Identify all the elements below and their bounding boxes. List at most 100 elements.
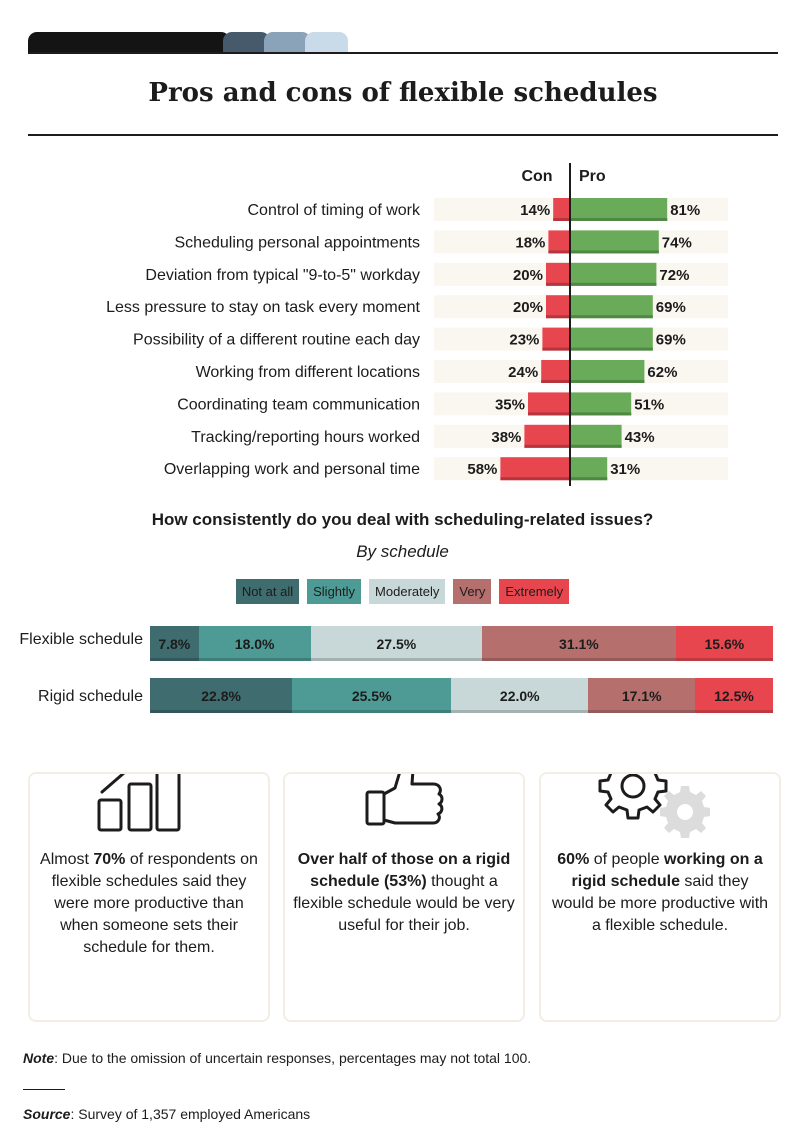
header-bar-segment	[28, 32, 230, 53]
pros-cons-chart: Con Pro Control of timing of work 14% 81% Sch…	[106, 163, 728, 486]
legend-item: Not at all	[235, 579, 300, 604]
category-label: Deviation from typical "9-to-5" workday	[145, 267, 420, 284]
con-bar	[546, 295, 570, 319]
pro-bar-shadow	[570, 315, 653, 319]
page-title: Pros and cons of flexible schedules	[148, 78, 658, 108]
stacked-segment: 18.0%	[198, 626, 311, 661]
legend-item: Very	[453, 579, 492, 604]
con-bar-shadow	[548, 250, 570, 254]
con-value-label: 14%	[520, 202, 550, 219]
category-label: Scheduling personal appointments	[175, 234, 421, 251]
category-label: Tracking/reporting hours worked	[191, 429, 420, 446]
stacked-segment: 12.5%	[695, 678, 773, 713]
pro-bar-shadow	[570, 444, 622, 448]
category-label: Coordinating team communication	[177, 396, 420, 413]
source-text: : Survey of 1,357 employed Americans	[70, 1106, 311, 1122]
header-bar-segment	[223, 32, 270, 53]
pro-value-label: 51%	[634, 396, 664, 413]
card-text: 60% of people working on a rigid schedul…	[551, 851, 769, 934]
con-bar-shadow	[546, 315, 570, 319]
category-label: Working from different locations	[196, 364, 420, 381]
con-bar	[548, 230, 570, 254]
pro-bar	[570, 327, 653, 351]
con-bar	[500, 457, 570, 481]
con-bar-shadow	[546, 282, 570, 286]
source-label: Source	[23, 1106, 71, 1122]
title-rule	[28, 134, 778, 136]
con-bar	[524, 424, 570, 448]
con-value-label: 18%	[515, 234, 545, 251]
stacked-segment: 7.8%	[150, 626, 199, 661]
con-bar	[546, 262, 570, 286]
pro-bar	[570, 424, 622, 448]
stacked-bar-rigid: 22.8% 25.5% 22.0% 17.1% 12.5%	[150, 678, 773, 713]
pro-value-label: 69%	[656, 332, 686, 349]
pro-bar	[570, 457, 608, 481]
pro-bar	[570, 198, 668, 221]
stat-card-productivity: Almost 70% of respondents on flexible sc…	[28, 772, 270, 1022]
stacked-segment: 15.6%	[675, 626, 773, 661]
card-text: Over half of those on a rigid schedule (…	[293, 851, 515, 934]
row-label-rigid: Rigid schedule	[38, 688, 143, 705]
con-bar-shadow	[500, 477, 570, 481]
con-bar-shadow	[524, 444, 570, 448]
stacked-bar-flexible: 7.8% 18.0% 27.5% 31.1% 15.6%	[150, 626, 773, 661]
footnote-note: Note: Due to the omission of uncertain r…	[23, 1050, 531, 1066]
pro-bar-shadow	[570, 218, 668, 221]
footnote-rule	[23, 1089, 65, 1090]
pro-bar-shadow	[570, 347, 653, 351]
pro-bar-shadow	[570, 282, 657, 286]
pro-bar	[570, 230, 659, 254]
category-label: Less pressure to stay on task every mome…	[106, 299, 420, 316]
pro-bar-shadow	[570, 412, 632, 416]
note-label: Note	[23, 1050, 55, 1066]
stacked-segment: 31.1%	[482, 626, 676, 661]
legend-item: Slightly	[307, 579, 362, 604]
bar-growth-icon	[97, 774, 181, 832]
pro-value-label: 62%	[647, 364, 677, 381]
con-value-label: 20%	[513, 267, 543, 284]
pro-value-label: 31%	[610, 461, 640, 478]
con-value-label: 20%	[513, 299, 543, 316]
row-label-flexible: Flexible schedule	[19, 631, 143, 648]
pro-value-label: 81%	[670, 202, 700, 219]
stacked-chart-legend: Not at all Slightly Moderately Very Extremel…	[0, 579, 805, 604]
pro-value-label: 72%	[659, 267, 689, 284]
pro-bar-shadow	[570, 380, 645, 383]
stacked-segment: 25.5%	[292, 678, 452, 713]
gears-icon	[598, 774, 710, 838]
pro-value-label: 69%	[656, 299, 686, 316]
pro-bar-shadow	[570, 477, 608, 481]
card-text: Almost 70% of respondents on flexible sc…	[40, 851, 258, 956]
con-value-label: 24%	[508, 364, 538, 381]
con-bar-shadow	[541, 380, 570, 383]
con-bar	[553, 198, 570, 221]
legend-item: Moderately	[369, 579, 446, 604]
stacked-segment: 22.8%	[150, 678, 293, 713]
con-value-label: 38%	[491, 429, 521, 446]
pro-value-label: 74%	[662, 234, 692, 251]
header-bar-segment	[305, 32, 348, 53]
pro-header: Pro	[579, 168, 606, 185]
con-bar	[541, 360, 570, 383]
con-bar-shadow	[553, 218, 570, 221]
note-text: : Due to the omission of uncertain respo…	[54, 1050, 532, 1066]
category-label: Overlapping work and personal time	[164, 461, 420, 478]
con-value-label: 35%	[495, 396, 525, 413]
legend-item: Extremely	[499, 579, 570, 604]
header-bar-segment	[264, 32, 311, 53]
pro-bar-shadow	[570, 250, 659, 254]
footnote-source: Source: Survey of 1,357 employed America…	[23, 1106, 310, 1122]
pro-bar	[570, 262, 657, 286]
con-bar	[542, 327, 570, 351]
stat-card-rigid-opinion: Over half of those on a rigid schedule (…	[283, 772, 525, 1022]
con-header: Con	[521, 168, 552, 185]
con-value-label: 58%	[467, 461, 497, 478]
pro-value-label: 43%	[625, 429, 655, 446]
thumbs-up-icon	[365, 774, 444, 826]
category-label: Possibility of a different routine each …	[133, 332, 420, 349]
stacked-segment: 22.0%	[451, 678, 589, 713]
stat-card-rigid-productivity: 60% of people working on a rigid schedul…	[539, 772, 781, 1022]
con-bar-shadow	[528, 412, 570, 416]
top-rule	[28, 52, 778, 54]
